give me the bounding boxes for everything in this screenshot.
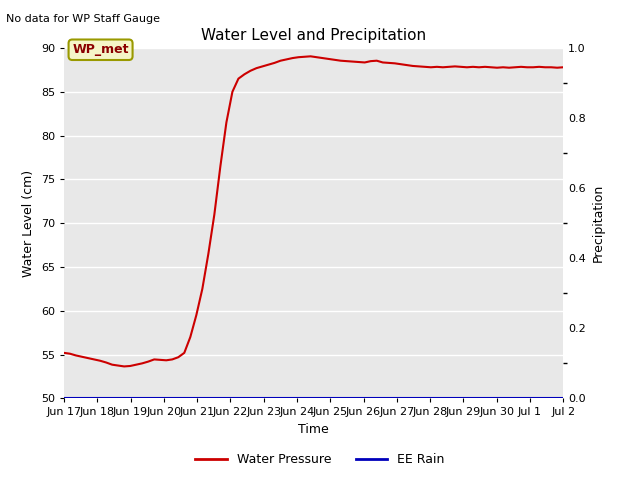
Text: WP_met: WP_met (72, 43, 129, 56)
Y-axis label: Precipitation: Precipitation (591, 184, 604, 263)
X-axis label: Time: Time (298, 423, 329, 436)
Text: No data for WP Staff Gauge: No data for WP Staff Gauge (6, 14, 161, 24)
Title: Water Level and Precipitation: Water Level and Precipitation (201, 28, 426, 43)
Legend: Water Pressure, EE Rain: Water Pressure, EE Rain (190, 448, 450, 471)
Y-axis label: Water Level (cm): Water Level (cm) (22, 169, 35, 277)
